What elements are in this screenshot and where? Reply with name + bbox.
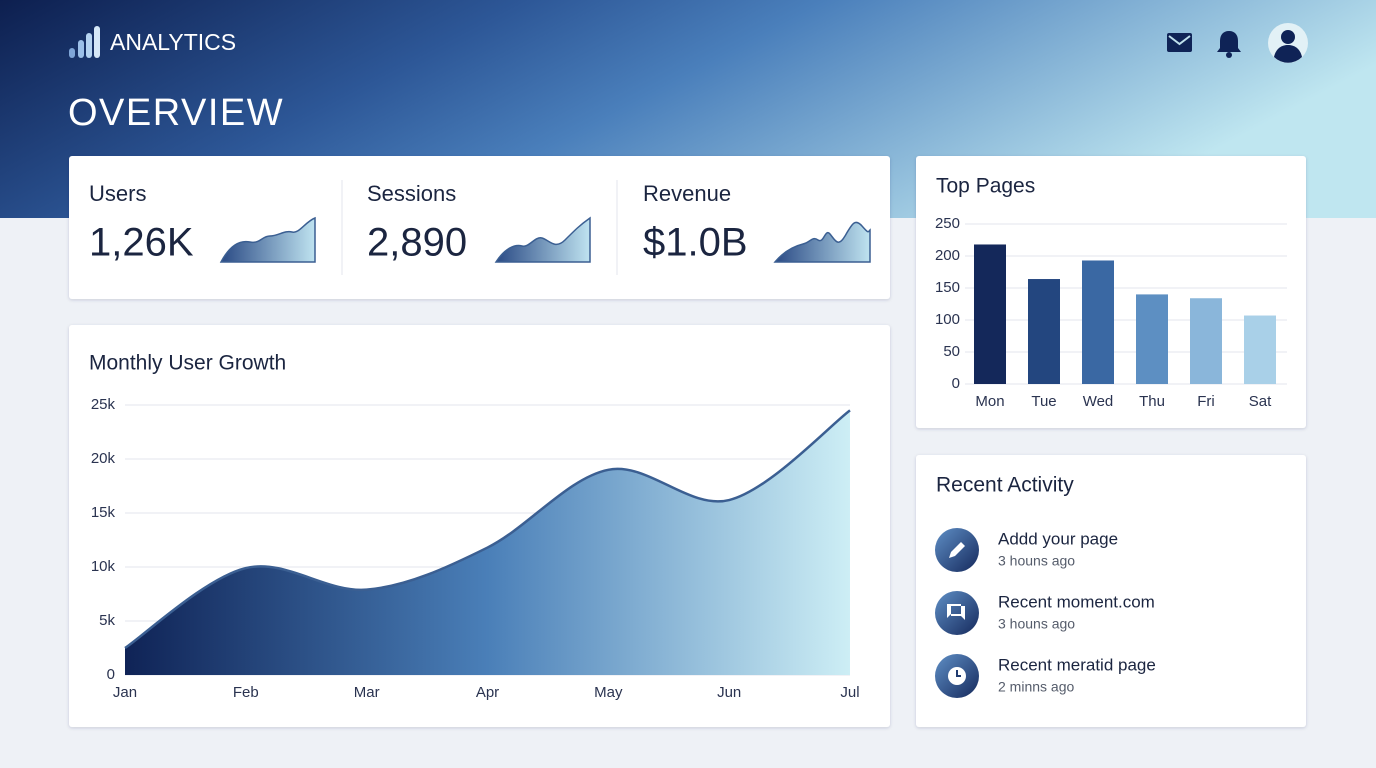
- y-tick-label: 5k: [99, 612, 115, 629]
- bar: [1190, 298, 1222, 384]
- area: [125, 410, 850, 675]
- kpi-label: Revenue: [643, 181, 731, 206]
- x-tick-label: Thu: [1139, 393, 1165, 410]
- mail-icon[interactable]: [1167, 33, 1192, 52]
- x-tick-label: Jun: [717, 684, 741, 701]
- x-tick-label: Jan: [113, 684, 137, 701]
- activity-title: Recent moment.com: [998, 592, 1155, 611]
- x-tick-label: Wed: [1083, 393, 1114, 410]
- y-tick-label: 0: [107, 666, 115, 683]
- y-tick-label: 100: [935, 311, 960, 328]
- y-tick-label: 10k: [91, 558, 116, 575]
- x-tick-label: Feb: [233, 684, 259, 701]
- y-tick-label: 20k: [91, 450, 116, 467]
- y-tick-label: 25k: [91, 396, 116, 413]
- bar: [1244, 315, 1276, 384]
- brand: ANALYTICS: [110, 29, 236, 55]
- x-tick-label: Jul: [840, 684, 859, 701]
- x-tick-label: May: [594, 684, 623, 701]
- page-title: OVERVIEW: [68, 92, 284, 134]
- card-title: Recent Activity: [936, 474, 1074, 497]
- y-tick-label: 200: [935, 247, 960, 264]
- x-tick-label: Tue: [1031, 393, 1056, 410]
- logo: [69, 26, 100, 58]
- bar: [974, 244, 1006, 384]
- activity-time: 2 minns ago: [998, 679, 1074, 695]
- kpi-label: Users: [89, 181, 146, 206]
- bar: [1136, 294, 1168, 384]
- activity-card: [916, 455, 1306, 727]
- card-title: Top Pages: [936, 175, 1035, 198]
- y-tick-label: 15k: [91, 504, 116, 521]
- x-tick-label: Fri: [1197, 393, 1215, 410]
- bar: [1082, 260, 1114, 384]
- activity-time: 3 houns ago: [998, 616, 1075, 632]
- y-tick-label: 0: [952, 375, 960, 392]
- kpi-value: 2,890: [367, 221, 467, 265]
- y-tick-label: 50: [943, 343, 960, 360]
- x-tick-label: Mar: [354, 684, 380, 701]
- x-tick-label: Sat: [1249, 393, 1272, 410]
- activity-icons: [935, 528, 979, 698]
- kpi-value: $1.0B: [643, 221, 748, 265]
- bar: [1028, 279, 1060, 384]
- activity-title: Addd your page: [998, 529, 1118, 548]
- sparklines: [219, 216, 871, 263]
- x-tick-label: Mon: [975, 393, 1004, 410]
- avatar[interactable]: [1268, 23, 1308, 63]
- kpi-card: [69, 156, 890, 299]
- y-tick-label: 150: [935, 279, 960, 296]
- activity-time: 3 houns ago: [998, 553, 1075, 569]
- activity-title: Recent meratid page: [998, 655, 1156, 674]
- line: [124, 409, 851, 650]
- x-tick-label: Apr: [476, 684, 499, 701]
- kpi-value: 1,26K: [89, 221, 194, 265]
- card-title: Monthly User Growth: [89, 352, 286, 375]
- y-tick-label: 250: [935, 215, 960, 232]
- bell-icon[interactable]: [1217, 31, 1241, 58]
- kpi-label: Sessions: [367, 181, 456, 206]
